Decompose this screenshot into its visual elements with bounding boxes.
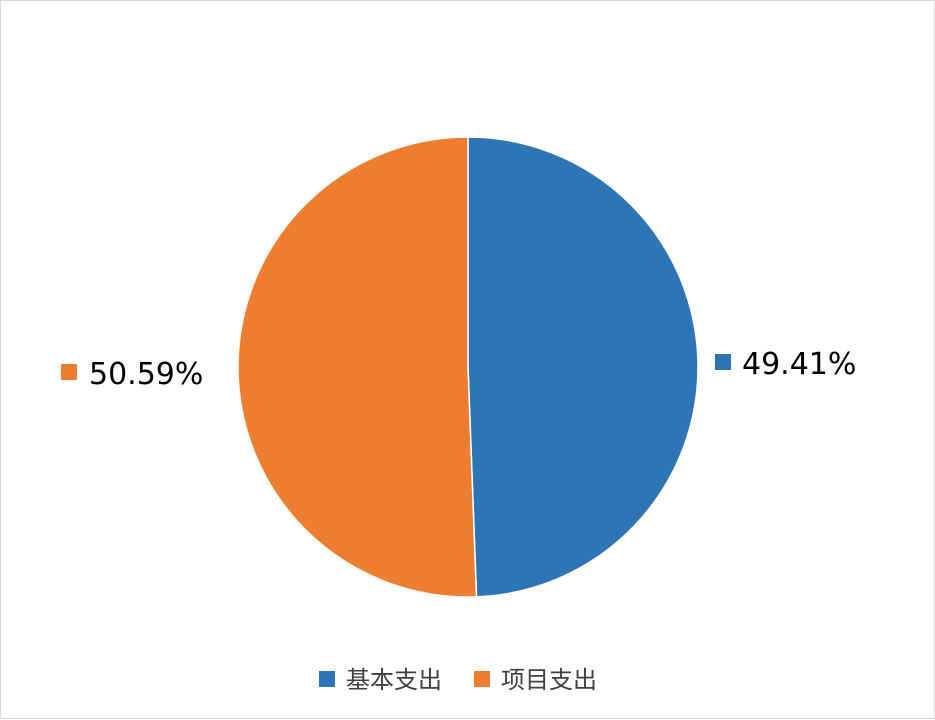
legend-item-1[interactable]: 项目支出 — [474, 666, 597, 694]
data-label-text-1: 50.59% — [89, 357, 203, 392]
legend-item-0[interactable]: 基本支出 — [319, 666, 442, 694]
legend-label-0: 基本支出 — [346, 666, 442, 694]
data-label-text-0: 49.41% — [742, 347, 856, 382]
legend-swatch-0 — [319, 671, 335, 687]
pie-slice-1[interactable] — [237, 136, 478, 598]
data-label-1: 50.59% — [61, 357, 203, 392]
data-label-swatch-1 — [61, 364, 77, 380]
legend: 基本支出 项目支出 — [319, 666, 597, 694]
data-label-0: 49.41% — [715, 347, 856, 382]
pie-slices — [237, 136, 699, 598]
data-label-swatch-0 — [715, 354, 731, 370]
legend-swatch-1 — [474, 671, 490, 687]
legend-label-1: 项目支出 — [501, 666, 597, 694]
pie-slice-0[interactable] — [467, 136, 699, 598]
